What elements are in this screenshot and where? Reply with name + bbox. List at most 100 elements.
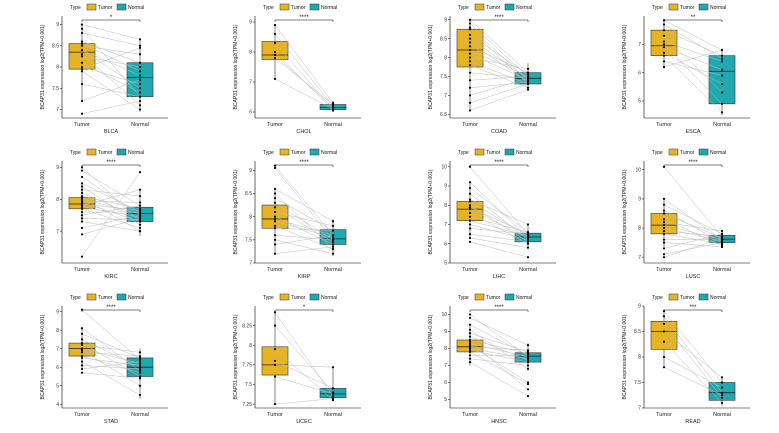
tumor-point <box>273 224 277 228</box>
tumor-box <box>650 29 678 56</box>
y-tick-label: 8 <box>444 203 447 209</box>
category-label-tumor: Tumor <box>462 122 478 128</box>
category-label-tumor: Tumor <box>656 267 672 273</box>
y-tick-label: 7 <box>56 346 59 352</box>
normal-point <box>720 48 724 52</box>
tumor-point <box>80 185 84 188</box>
legend-label-normal: Normal <box>516 150 532 156</box>
tumor-point <box>80 70 84 73</box>
y-tick-label: 9 <box>56 309 59 315</box>
category-label-normal: Normal <box>713 122 731 128</box>
normal-point <box>331 238 335 241</box>
pair-line <box>469 339 529 354</box>
tumor-point <box>468 192 472 195</box>
normal-point <box>526 231 530 234</box>
significance-label: **** <box>494 160 504 166</box>
tumor-point <box>468 323 472 326</box>
tumor-point <box>273 375 277 378</box>
significance-label: **** <box>494 305 504 311</box>
normal-point <box>331 395 335 398</box>
pair-line <box>81 350 141 386</box>
tumor-point <box>662 54 666 57</box>
legend-title: Type <box>458 5 469 11</box>
tumor-point <box>80 233 84 236</box>
tumor-point <box>662 232 666 235</box>
pair-line <box>469 216 529 233</box>
pair-line <box>81 361 141 370</box>
pair-line <box>469 29 529 85</box>
pair-line <box>469 34 529 75</box>
pair-line <box>663 331 723 378</box>
y-tick-label: 6 <box>56 365 59 371</box>
normal-point <box>331 224 335 228</box>
tumor-point <box>468 198 472 201</box>
legend: Type Tumor Normal <box>652 293 726 301</box>
tumor-point <box>468 26 472 29</box>
y-tick-label: 8 <box>638 226 641 232</box>
tumor-point <box>468 109 472 112</box>
panel-kirc: Type Tumor Normal 7 8 9 BCAP31 expression log2… <box>40 148 168 280</box>
legend-label-tumor: Tumor <box>291 150 306 156</box>
normal-point <box>720 102 724 105</box>
tumor-point <box>273 324 277 327</box>
pair-line <box>663 61 723 76</box>
y-tick-label: 5 <box>638 99 641 105</box>
tumor-point <box>468 313 472 316</box>
tumor-point <box>662 46 666 49</box>
tumor-point <box>468 332 472 335</box>
legend-swatch-tumor <box>279 148 290 156</box>
legend-swatch-normal <box>116 148 127 156</box>
normal-point <box>138 61 142 64</box>
pair-line <box>81 49 141 76</box>
significance-label: **** <box>299 160 309 166</box>
tumor-point <box>80 175 84 179</box>
tumor-point <box>468 236 472 240</box>
tumor-point <box>662 212 666 215</box>
normal-point <box>138 364 142 367</box>
pair-line <box>81 54 141 106</box>
normal-point <box>138 74 142 77</box>
tumor-point <box>468 316 472 319</box>
normal-point <box>138 369 142 373</box>
normal-point <box>526 75 530 78</box>
significance-label: **** <box>494 15 504 21</box>
category-label-tumor: Tumor <box>267 412 283 418</box>
pair-line <box>81 214 141 229</box>
tumor-point <box>273 187 277 190</box>
pair-line <box>663 35 723 93</box>
panel-kirp: Type Tumor Normal 7 7.5 8 8.5 9 BCAP31 expressio… <box>233 148 361 280</box>
tumor-point <box>468 86 472 89</box>
y-tick-label: 8 <box>249 50 252 56</box>
pair-line <box>663 41 723 62</box>
pair-line <box>274 78 334 110</box>
y-tick-label: 7 <box>444 363 447 369</box>
pair-line <box>81 79 141 102</box>
y-tick-label: 6 <box>444 241 447 247</box>
legend-title: Type <box>263 5 274 11</box>
pair-line <box>81 199 141 214</box>
normal-point <box>526 240 530 243</box>
pair-line <box>469 346 529 351</box>
cancer-type-label: BLCA <box>104 129 119 135</box>
pair-line <box>81 100 141 114</box>
legend-label-tumor: Tumor <box>680 150 695 156</box>
normal-point <box>138 230 142 233</box>
normal-point <box>138 87 142 90</box>
normal-point <box>138 44 142 47</box>
tumor-point <box>80 210 84 214</box>
tumor-point <box>273 359 277 363</box>
tumor-point <box>468 206 472 209</box>
normal-point <box>138 188 142 191</box>
tumor-point <box>80 356 84 360</box>
tumor-point <box>662 209 666 212</box>
pair-line <box>469 341 529 390</box>
category-label-normal: Normal <box>324 122 342 128</box>
tumor-point <box>662 40 666 43</box>
normal-point <box>526 242 530 245</box>
tumor-point <box>468 101 472 104</box>
cancer-type-label: CHOL <box>296 129 311 135</box>
normal-point <box>331 387 335 390</box>
tumor-point <box>662 241 666 244</box>
pair-line <box>469 361 529 397</box>
